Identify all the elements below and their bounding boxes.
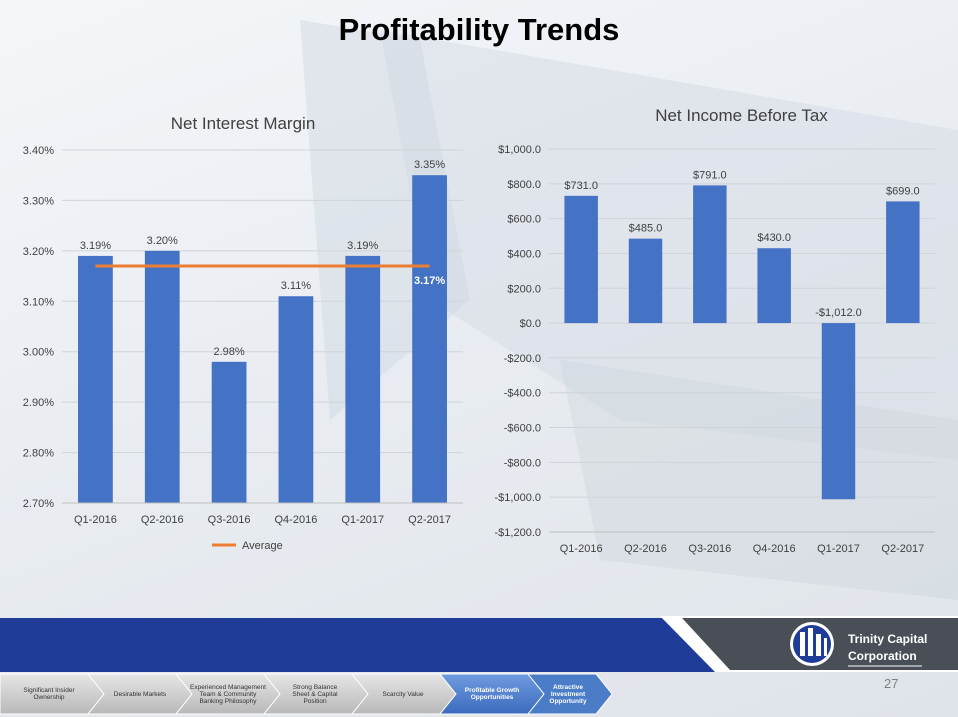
y-tick-label: -$200.0 bbox=[504, 353, 541, 365]
x-tick-label: Q1-2016 bbox=[560, 543, 603, 555]
bar bbox=[412, 175, 447, 503]
y-tick-label: $400.0 bbox=[507, 248, 541, 260]
nav-step-5-label: Scarcity Value bbox=[382, 690, 424, 698]
nibt-chart-title: Net Income Before Tax bbox=[655, 106, 828, 125]
y-tick-label: -$800.0 bbox=[504, 457, 541, 469]
x-tick-label: Q2-2017 bbox=[881, 543, 924, 555]
y-tick-label: 2.80% bbox=[23, 448, 54, 460]
y-tick-label: -$1,200.0 bbox=[495, 527, 541, 539]
data-label: 3.19% bbox=[347, 240, 378, 252]
bar bbox=[757, 248, 791, 324]
y-tick-label: 3.00% bbox=[23, 347, 54, 359]
nav-step-1-label: Significant Insider Ownership bbox=[23, 687, 75, 701]
y-tick-label: -$600.0 bbox=[504, 423, 541, 435]
y-tick-label: -$1,000.0 bbox=[495, 492, 541, 504]
nim-chart-title: Net Interest Margin bbox=[170, 114, 316, 133]
bar bbox=[211, 361, 247, 503]
y-tick-label: 3.30% bbox=[23, 195, 54, 207]
y-tick-label: 3.20% bbox=[23, 246, 54, 258]
nav-step-4[interactable]: Strong Balance Sheet & Capital Position bbox=[270, 674, 360, 714]
slide-title: Profitability Trends bbox=[338, 12, 620, 47]
logo-name-line2: Corporation bbox=[848, 649, 917, 663]
x-tick-label: Q4-2016 bbox=[753, 543, 796, 555]
nav-step-2[interactable]: Desirable Markets bbox=[96, 674, 184, 714]
page-number: 27 bbox=[884, 676, 899, 691]
data-label: 2.98% bbox=[213, 346, 244, 358]
logo-name-line1: Trinity Capital bbox=[848, 632, 928, 646]
y-tick-label: 3.40% bbox=[23, 145, 54, 157]
nav-step-2-label: Desirable Markets bbox=[113, 690, 167, 698]
x-tick-label: Q4-2016 bbox=[275, 514, 318, 526]
data-label: $430.0 bbox=[757, 232, 791, 244]
nav-step-6[interactable]: Profitable Growth Opportunities bbox=[446, 674, 538, 714]
bar bbox=[821, 323, 856, 500]
data-label: 3.11% bbox=[281, 280, 312, 292]
bar bbox=[628, 238, 663, 324]
data-label: -$1,012.0 bbox=[815, 307, 861, 319]
bar bbox=[886, 201, 920, 324]
y-tick-label: -$400.0 bbox=[504, 388, 541, 400]
x-tick-label: Q2-2017 bbox=[408, 514, 451, 526]
nav-step-3-label: Experienced Management Team & Community … bbox=[190, 683, 266, 705]
data-label: 3.35% bbox=[414, 159, 445, 171]
legend-average-label: Average bbox=[242, 540, 283, 552]
data-label: 3.19% bbox=[80, 240, 111, 252]
data-label: $699.0 bbox=[886, 185, 920, 197]
bar bbox=[278, 296, 314, 503]
bar bbox=[78, 255, 113, 503]
nim-chart: 2.70% 2.80% 2.90% 3.00% 3.10% 3.20% 3.30% 3.40%… bbox=[23, 145, 463, 552]
x-tick-label: Q1-2016 bbox=[74, 514, 117, 526]
y-tick-label: $0.0 bbox=[520, 318, 541, 330]
bar bbox=[693, 185, 727, 324]
nav-step-7[interactable]: Attractive Investment Opportunity bbox=[530, 674, 606, 714]
y-tick-label: 2.90% bbox=[23, 397, 54, 409]
y-tick-label: 3.10% bbox=[23, 296, 54, 308]
x-tick-label: Q3-2016 bbox=[208, 514, 251, 526]
nav-step-1[interactable]: Significant Insider Ownership bbox=[4, 674, 94, 714]
x-tick-label: Q2-2016 bbox=[624, 543, 667, 555]
y-tick-label: $1,000.0 bbox=[498, 144, 541, 156]
nibt-chart: -$1,200.0 -$1,000.0 -$800.0 -$600.0 -$400.0 -… bbox=[495, 144, 935, 555]
average-label: 3.17% bbox=[414, 275, 445, 287]
x-tick-label: Q1-2017 bbox=[817, 543, 860, 555]
nav-step-3[interactable]: Experienced Management Team & Community … bbox=[180, 674, 276, 714]
bar bbox=[144, 250, 180, 503]
x-tick-label: Q1-2017 bbox=[341, 514, 384, 526]
nav-step-4-label: Strong Balance Sheet & Capital Position bbox=[292, 683, 338, 705]
nav-chevrons bbox=[0, 673, 613, 715]
nav-step-5[interactable]: Scarcity Value bbox=[358, 674, 448, 714]
bar bbox=[345, 255, 381, 503]
nav-step-7-shape bbox=[526, 673, 613, 715]
y-tick-label: $200.0 bbox=[507, 283, 541, 295]
bar bbox=[564, 195, 598, 324]
data-label: $791.0 bbox=[693, 169, 727, 181]
trinity-logo-icon bbox=[790, 622, 834, 666]
data-label: $485.0 bbox=[629, 223, 663, 235]
data-label: 3.20% bbox=[147, 235, 178, 247]
x-tick-label: Q2-2016 bbox=[141, 514, 184, 526]
x-tick-label: Q3-2016 bbox=[688, 543, 731, 555]
y-tick-label: 2.70% bbox=[23, 498, 54, 510]
nav-step-7-label: Attractive Investment Opportunity bbox=[549, 683, 587, 705]
y-tick-label: $600.0 bbox=[507, 214, 541, 226]
y-tick-label: $800.0 bbox=[507, 179, 541, 191]
nav-step-6-label: Profitable Growth Opportunities bbox=[464, 687, 520, 701]
data-label: $731.0 bbox=[564, 180, 598, 192]
